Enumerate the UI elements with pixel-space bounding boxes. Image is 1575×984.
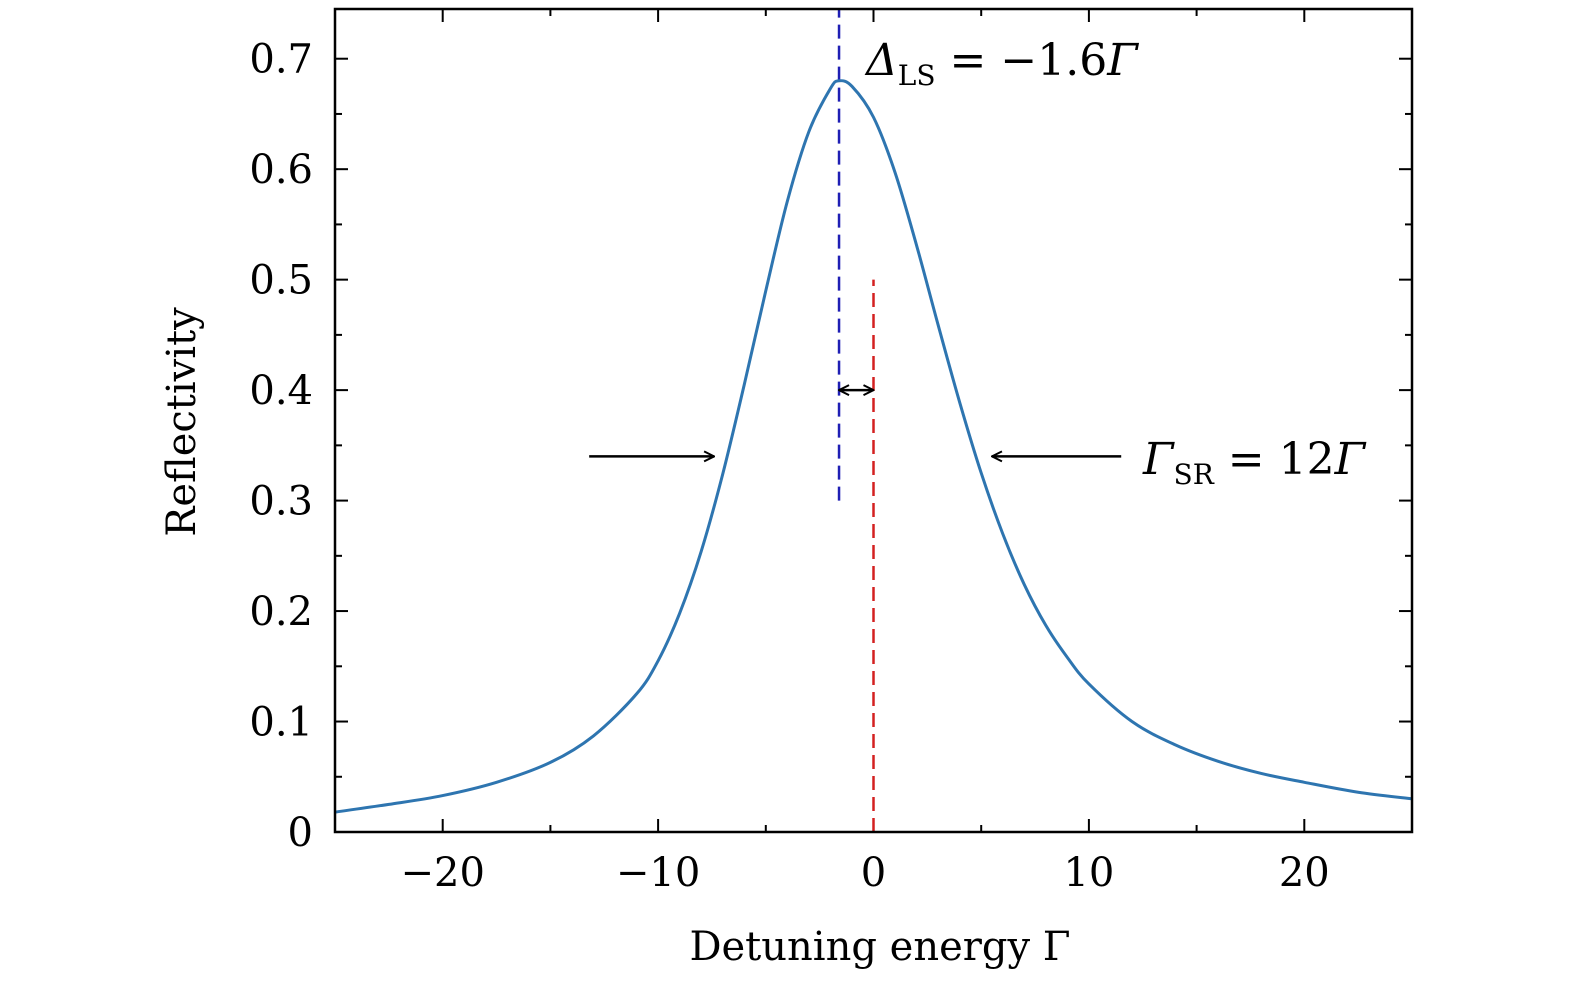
width-unit: Γ (1334, 434, 1367, 485)
arrows-layer (589, 390, 1122, 456)
y-tick-label: 0.5 (249, 258, 313, 304)
x-tick-label: 20 (1279, 850, 1330, 896)
y-tick-label: 0.6 (249, 147, 313, 193)
level-shift-subscript: LS (898, 59, 936, 92)
y-axis-label: Reflectivity (159, 307, 205, 537)
y-tick-labels: 0 0.1 0.2 0.3 0.4 0.5 0.6 0.7 (249, 37, 313, 856)
y-tick-label: 0.7 (249, 37, 313, 83)
plot-frame (333, 7, 1414, 834)
x-axis-label: Detuning energy Γ (689, 924, 1070, 970)
series-layer (334, 79, 1413, 814)
width-symbol: Γ (1142, 434, 1175, 485)
x-tick-label: −10 (616, 850, 700, 896)
reflectivity-curve (334, 79, 1413, 814)
x-tick-label: −20 (400, 850, 484, 896)
y-tick-label: 0.1 (249, 700, 313, 746)
width-subscript: SR (1174, 458, 1215, 491)
x-tick-label: 10 (1063, 850, 1114, 896)
y-tick-label: 0.4 (249, 368, 313, 414)
y-tick-label: 0.3 (249, 479, 313, 525)
y-tick-label: 0.2 (249, 589, 313, 635)
y-tick-label: 0 (288, 810, 313, 856)
level-shift-symbol: Δ (864, 35, 898, 86)
reference-lines (837, 9, 875, 832)
x-tick-label: 0 (861, 850, 886, 896)
superradiant-width-annotation: ΓSR = 12Γ (1142, 434, 1367, 491)
level-shift-annotation: ΔLS = −1.6Γ (864, 35, 1139, 92)
level-shift-unit: Γ (1106, 35, 1139, 86)
level-shift-value: = −1.6 (936, 35, 1108, 86)
x-tick-labels: −20 −10 0 10 20 (400, 850, 1329, 896)
width-value: = 12 (1214, 434, 1335, 485)
